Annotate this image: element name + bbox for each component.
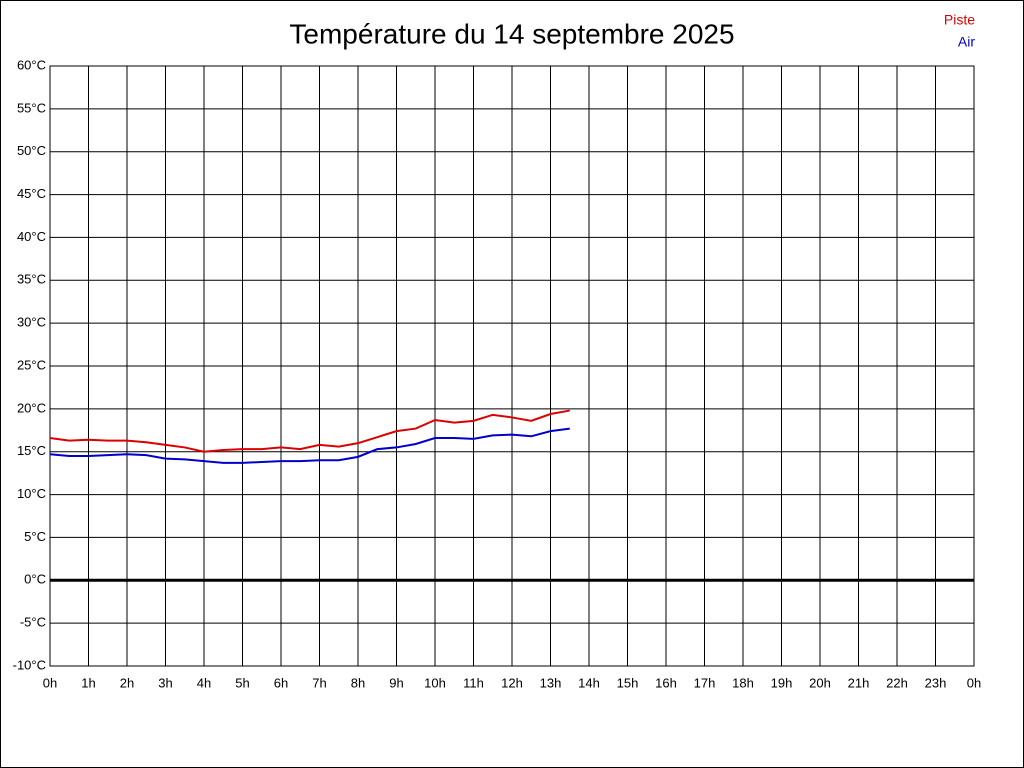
x-tick-label: 16h [655, 675, 677, 690]
y-tick-label: -10°C [13, 657, 46, 672]
x-tick-label: 7h [312, 675, 326, 690]
y-tick-label: 40°C [17, 229, 46, 244]
y-tick-label: 35°C [17, 272, 46, 287]
chart-title: Température du 14 septembre 2025 [289, 18, 734, 49]
x-tick-label: 21h [848, 675, 870, 690]
x-tick-label: 0h [43, 675, 57, 690]
x-tick-label: 9h [389, 675, 403, 690]
y-tick-label: 20°C [17, 400, 46, 415]
x-tick-label: 14h [578, 675, 600, 690]
y-tick-label: 50°C [17, 143, 46, 158]
legend-label: Piste [944, 12, 975, 28]
x-tick-label: 23h [925, 675, 947, 690]
y-tick-label: 60°C [17, 57, 46, 72]
x-tick-label: 0h [967, 675, 981, 690]
y-tick-label: 0°C [24, 572, 46, 587]
y-tick-label: -5°C [20, 615, 46, 630]
y-tick-label: 25°C [17, 357, 46, 372]
line-series [49, 427, 570, 464]
x-tick-label: 18h [732, 675, 754, 690]
x-tick-label: 5h [235, 675, 249, 690]
x-tick-label: 8h [351, 675, 365, 690]
x-tick-label: 15h [617, 675, 639, 690]
x-tick-label: 22h [886, 675, 908, 690]
x-tick-label: 1h [81, 675, 95, 690]
x-tick-label: 13h [540, 675, 562, 690]
x-tick-label: 11h [463, 675, 484, 690]
y-tick-label: 30°C [17, 315, 46, 330]
x-tick-label: 17h [694, 675, 716, 690]
x-tick-label: 2h [120, 675, 134, 690]
y-tick-label: 55°C [17, 100, 46, 115]
legend-label: Air [958, 34, 975, 50]
y-tick-label: 5°C [24, 529, 46, 544]
x-tick-label: 6h [274, 675, 288, 690]
x-tick-label: 10h [424, 675, 446, 690]
x-tick-label: 12h [501, 675, 523, 690]
y-tick-label: 15°C [17, 443, 46, 458]
x-tick-label: 19h [771, 675, 793, 690]
line-series [49, 409, 570, 453]
y-tick-label: 10°C [17, 486, 46, 501]
x-tick-label: 20h [809, 675, 831, 690]
x-tick-label: 3h [158, 675, 172, 690]
y-tick-label: 45°C [17, 186, 46, 201]
x-tick-label: 4h [197, 675, 211, 690]
